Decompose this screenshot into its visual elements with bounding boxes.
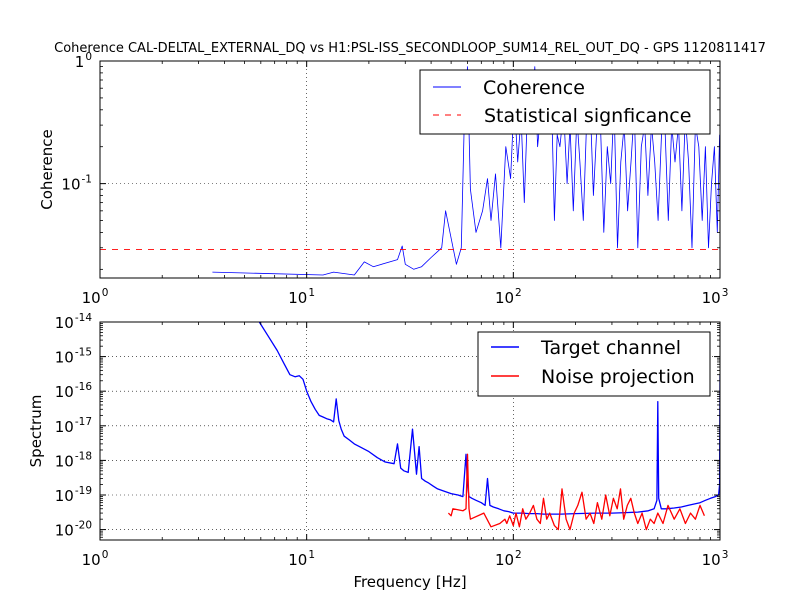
coherence-chart-title: Coherence CAL-DELTAL_EXTERNAL_DQ vs H1:P… xyxy=(54,41,766,56)
spectrum-y-tick-label: 10-16 xyxy=(55,381,93,401)
coherence-panel: Coherence CAL-DELTAL_EXTERNAL_DQ vs H1:P… xyxy=(38,41,766,307)
spectrum-y-tick-label: 10-20 xyxy=(55,520,92,540)
coherence-legend: Coherence Statistical signficance xyxy=(419,69,711,135)
spectrum-y-axis-label: Spectrum xyxy=(27,395,45,468)
coherence-axes-frame xyxy=(99,60,721,279)
spectrum-y-tick-label: 10-15 xyxy=(55,347,92,367)
spectrum-y-tick-label: 10-19 xyxy=(55,485,92,505)
spectrum-legend: Target channel Noise projection xyxy=(477,331,711,397)
significance-legend-label: Statistical signficance xyxy=(484,105,691,127)
coherence-legend-label: Coherence xyxy=(483,77,585,99)
coherence-y-tick-label: 10 xyxy=(75,51,92,71)
spectrum-series-2-line xyxy=(447,453,705,531)
spectrum-x-axis-label: Frequency [Hz] xyxy=(353,573,466,591)
spectrum-y-tick-label: 10-18 xyxy=(55,450,92,470)
coherence-legend-box xyxy=(419,69,711,135)
spectrum-y-tick-label: 10-14 xyxy=(55,312,93,332)
coherence-y-axis-label: Coherence xyxy=(38,129,56,209)
coherence-y-tick-label: 10-1 xyxy=(61,174,92,194)
spectrum-series-1-line xyxy=(258,322,720,515)
spectrum-y-tick-label: 10-17 xyxy=(55,416,92,436)
noise-legend-label: Noise projection xyxy=(541,366,695,388)
spectrum-legend-box xyxy=(477,331,711,397)
target-legend-label: Target channel xyxy=(540,337,681,359)
